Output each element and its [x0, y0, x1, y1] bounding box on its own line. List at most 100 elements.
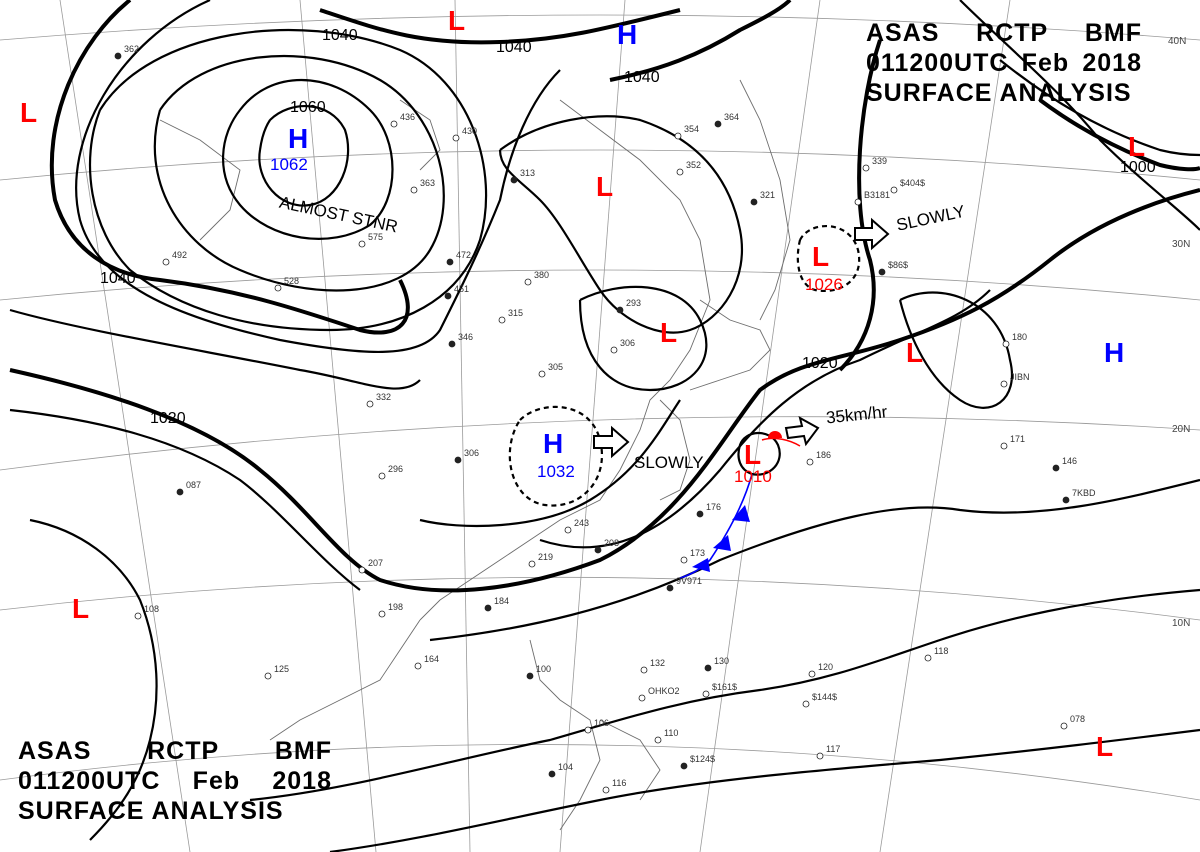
station-marker	[446, 258, 454, 266]
station-label: 132	[650, 658, 665, 668]
station-label: B3181	[864, 190, 890, 200]
header-time: 011200UTC	[18, 767, 161, 795]
high-center: H	[1104, 337, 1124, 368]
station-marker	[750, 198, 758, 206]
station-marker	[666, 584, 674, 592]
station-label: 430	[462, 126, 477, 136]
station-marker	[610, 346, 618, 354]
low-center: L	[744, 439, 761, 470]
station-marker	[484, 604, 492, 612]
station-marker	[390, 120, 398, 128]
warm-front-semicircle	[768, 431, 782, 438]
low-center: L	[596, 171, 613, 202]
station-label: $144$	[812, 692, 837, 702]
station-marker	[878, 268, 886, 276]
station-label: 354	[684, 124, 699, 134]
station-marker	[114, 52, 122, 60]
header-month: Feb	[192, 767, 241, 795]
station-marker	[452, 134, 460, 142]
header-center: RCTP	[147, 737, 220, 765]
station-label: 164	[424, 654, 439, 664]
isobar-label: 1040	[100, 270, 136, 287]
isobar-label: 1040	[496, 39, 532, 56]
station-label: 321	[760, 190, 775, 200]
low-center: L	[20, 97, 37, 128]
station-marker	[924, 654, 932, 662]
station-label: 451	[454, 284, 469, 294]
header-office: BMF	[274, 737, 332, 765]
station-label: 315	[508, 308, 523, 318]
low-center: L	[812, 241, 829, 272]
low-value: 1010	[734, 467, 772, 486]
station-label: 575	[368, 232, 383, 242]
station-marker	[854, 198, 862, 206]
high-value: 1062	[270, 155, 308, 174]
header-month: Feb	[1021, 49, 1070, 77]
station-marker	[594, 546, 602, 554]
header-region: ASAS	[18, 737, 92, 765]
low-center: L	[1096, 731, 1113, 762]
station-label: 198	[388, 602, 403, 612]
station-marker	[1002, 340, 1010, 348]
station-marker	[498, 316, 506, 324]
station-marker	[410, 186, 418, 194]
station-marker	[1060, 722, 1068, 730]
station-label: 346	[458, 332, 473, 342]
cold-front-triangle	[692, 558, 710, 572]
station-label: $161$	[712, 682, 737, 692]
station-label: 339	[872, 156, 887, 166]
header-time: 011200UTC	[866, 49, 1009, 77]
station-marker	[714, 120, 722, 128]
station-label: 120	[818, 662, 833, 672]
high-value: 1032	[537, 462, 575, 481]
movement-note: 35km/hr	[825, 402, 888, 427]
station-label: 332	[376, 392, 391, 402]
station-label: 219	[538, 552, 553, 562]
station-label: 528	[284, 276, 299, 286]
station-label: 106	[594, 718, 609, 728]
low-center: L	[660, 317, 677, 348]
low-center: L	[72, 593, 89, 624]
lat-label: 30N	[1172, 239, 1190, 250]
station-marker	[524, 278, 532, 286]
station-marker	[454, 456, 462, 464]
station-marker	[676, 168, 684, 176]
coastlines	[159, 79, 791, 831]
header-center: RCTP	[976, 19, 1049, 47]
station-label: 208	[604, 538, 619, 548]
station-label: 087	[186, 480, 201, 490]
station-label: 176	[706, 502, 721, 512]
movement-note: SLOWLY	[634, 453, 704, 472]
station-marker	[862, 164, 870, 172]
station-marker	[378, 472, 386, 480]
station-label: 363	[420, 178, 435, 188]
station-label: 118	[934, 646, 948, 656]
station-marker	[654, 736, 662, 744]
station-marker	[378, 610, 386, 618]
station-marker	[616, 306, 624, 314]
station-label: 293	[626, 298, 641, 308]
station-marker	[1052, 464, 1060, 472]
station-marker	[366, 400, 374, 408]
station-label: 110	[664, 728, 678, 738]
lat-label: 10N	[1172, 618, 1190, 629]
station-marker	[890, 186, 898, 194]
header-year: 2018	[272, 767, 332, 795]
header-region: ASAS	[866, 19, 940, 47]
station-label: 352	[686, 160, 701, 170]
station-marker	[1000, 442, 1008, 450]
station-marker	[680, 556, 688, 564]
isobar-label: 1020	[802, 355, 838, 372]
station-label: 186	[816, 450, 831, 460]
low-center: L	[906, 337, 923, 368]
movement-arrows	[593, 217, 890, 459]
station-label: 108	[144, 604, 159, 614]
chart-header-bottom: ASAS RCTP BMF 011200UTC Feb 2018 SURFACE…	[18, 736, 332, 826]
station-marker	[510, 176, 518, 184]
station-marker	[1062, 496, 1070, 504]
station-label: 306	[620, 338, 635, 348]
station-marker	[358, 240, 366, 248]
station-label: JIBN	[1010, 372, 1030, 382]
station-marker	[640, 666, 648, 674]
